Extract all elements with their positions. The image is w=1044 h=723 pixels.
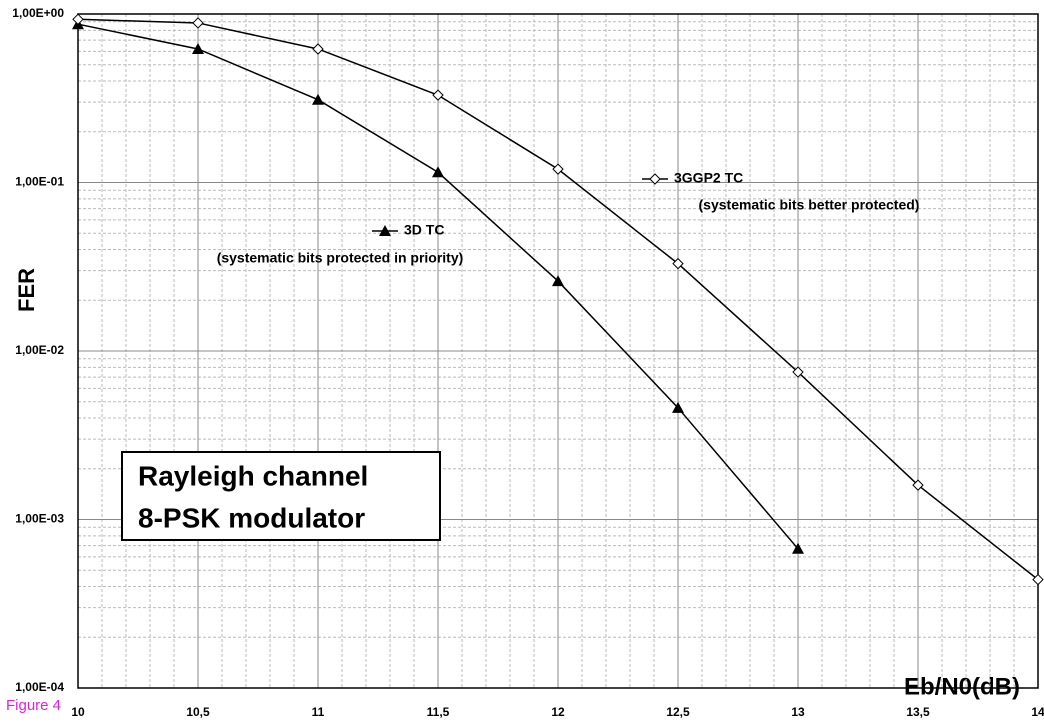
x-tick-label: 11 xyxy=(312,705,325,719)
marker xyxy=(312,43,324,55)
marker xyxy=(792,542,804,554)
y-tick-label: 1,00E-02 xyxy=(15,343,64,357)
x-tick-label: 10,5 xyxy=(186,705,210,719)
x-tick-label: 14 xyxy=(1031,705,1044,719)
marker xyxy=(649,173,661,185)
x-axis-label: Eb/N0(dB) xyxy=(904,673,1020,700)
marker xyxy=(552,163,564,175)
legend-label: 3GGP2 TC xyxy=(674,170,743,186)
y-tick-label: 1,00E+00 xyxy=(12,6,64,20)
y-axis-label: FER xyxy=(14,268,39,312)
marker xyxy=(312,93,324,105)
info-box xyxy=(121,451,441,541)
x-tick-label: 11,5 xyxy=(427,705,450,719)
marker xyxy=(192,42,204,54)
x-tick-label: 12 xyxy=(551,705,565,719)
marker xyxy=(912,479,924,491)
plot-frame xyxy=(77,13,1039,689)
x-tick-label: 13,5 xyxy=(906,705,930,719)
marker xyxy=(552,275,564,287)
info-box-text: Rayleigh channel xyxy=(138,460,368,491)
x-tick-label: 13 xyxy=(791,705,805,719)
x-tick-label: 12,5 xyxy=(666,705,690,719)
marker xyxy=(432,166,444,178)
annotation: (systematic bits better protected) xyxy=(699,197,920,213)
marker xyxy=(192,17,204,29)
marker xyxy=(1032,573,1044,586)
marker xyxy=(72,13,84,26)
legend-label: 3D TC xyxy=(404,222,444,238)
marker xyxy=(432,89,444,101)
marker xyxy=(379,225,391,236)
y-tick-label: 1,00E-04 xyxy=(15,680,64,694)
x-tick-label: 10 xyxy=(71,705,85,719)
y-tick-label: 1,00E-01 xyxy=(15,175,64,189)
caption: Figure 4 xyxy=(6,697,61,714)
marker xyxy=(792,366,804,378)
marker xyxy=(672,257,684,270)
marker xyxy=(672,401,684,413)
info-box-text: 8-PSK modulator xyxy=(138,502,365,533)
annotation: (systematic bits protected in priority) xyxy=(217,250,464,266)
y-tick-label: 1,00E-03 xyxy=(15,512,64,526)
